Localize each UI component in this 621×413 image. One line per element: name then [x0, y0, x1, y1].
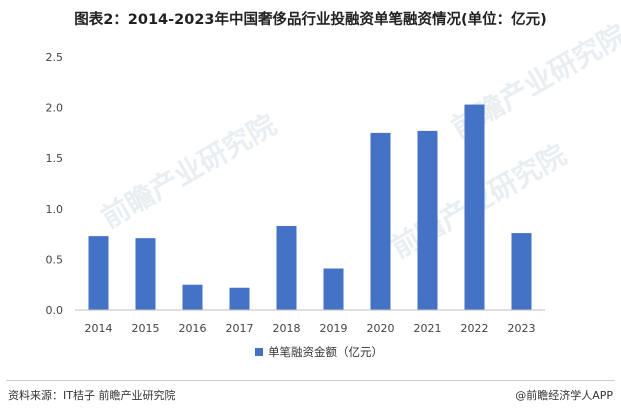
y-tick-label: 1.0 — [46, 203, 64, 216]
x-tick-label: 2017 — [226, 322, 254, 335]
bar — [323, 268, 344, 310]
chart-title: 图表2：2014-2023年中国奢侈品行业投融资单笔融资情况(单位：亿元) — [74, 12, 547, 28]
y-tick-label: 2.5 — [46, 51, 64, 64]
y-tick-label: 1.5 — [46, 152, 64, 165]
x-axis: 2014 2015 2016 2017 2018 2019 2020 2021 2022 2023 — [85, 322, 536, 335]
legend-label: 单笔融资金额（亿元） — [268, 345, 383, 359]
bar — [417, 130, 438, 310]
bar — [88, 236, 109, 310]
bar — [229, 287, 250, 310]
bar — [276, 226, 297, 310]
bar — [464, 104, 485, 311]
bar — [370, 132, 391, 310]
x-tick-label: 2020 — [367, 322, 395, 335]
bar — [182, 284, 203, 310]
legend-swatch — [255, 348, 263, 356]
x-tick-label: 2019 — [320, 322, 348, 335]
x-tick-label: 2022 — [461, 322, 489, 335]
x-tick-label: 2016 — [179, 322, 207, 335]
source-note: 资料来源：IT桔子 前瞻产业研究院 — [8, 389, 176, 402]
footer-divider — [6, 380, 615, 381]
y-tick-label: 0.0 — [46, 304, 64, 317]
brand-credit: @前瞻经济学人APP — [515, 389, 613, 402]
legend: 单笔融资金额（亿元） — [255, 345, 383, 359]
y-tick-label: 0.5 — [46, 253, 64, 266]
x-tick-label: 2015 — [132, 322, 160, 335]
bar — [135, 238, 156, 310]
x-tick-label: 2014 — [85, 322, 113, 335]
bars — [88, 104, 532, 311]
x-tick-label: 2021 — [414, 322, 442, 335]
x-tick-label: 2023 — [508, 322, 536, 335]
y-axis: 0.0 0.5 1.0 1.5 2.0 2.5 — [46, 51, 64, 317]
bar — [511, 233, 532, 310]
x-tick-label: 2018 — [273, 322, 301, 335]
y-tick-label: 2.0 — [46, 102, 64, 115]
